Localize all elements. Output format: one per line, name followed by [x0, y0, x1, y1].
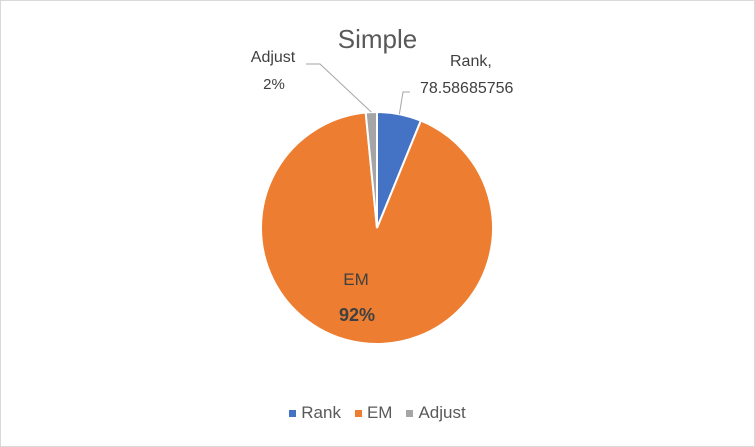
legend-swatch-em — [354, 409, 362, 417]
chart-legend: Rank EM Adjust — [0, 403, 755, 423]
chart-title: Simple — [337, 24, 418, 54]
data-label-em-value: 92% — [339, 305, 375, 325]
legend-item-em: EM — [354, 403, 393, 423]
leader-line-adjust — [306, 63, 372, 113]
legend-item-adjust: Adjust — [406, 403, 466, 423]
data-label-adjust-name: Adjust — [251, 49, 296, 66]
legend-item-rank: Rank — [289, 403, 341, 423]
legend-label-em: EM — [366, 403, 393, 422]
data-label-rank-name: Rank, — [450, 53, 492, 70]
data-label-adjust-value: 2% — [263, 76, 285, 93]
data-label-em-name: EM — [343, 270, 369, 289]
legend-label-adjust: Adjust — [418, 403, 466, 422]
pie-slice-em — [260, 111, 494, 345]
leader-line-rank — [398, 91, 410, 115]
legend-swatch-adjust — [406, 409, 414, 417]
legend-swatch-rank — [289, 409, 297, 417]
legend-label-rank: Rank — [301, 403, 341, 422]
data-label-rank-value: 78.58685756 — [420, 80, 514, 97]
